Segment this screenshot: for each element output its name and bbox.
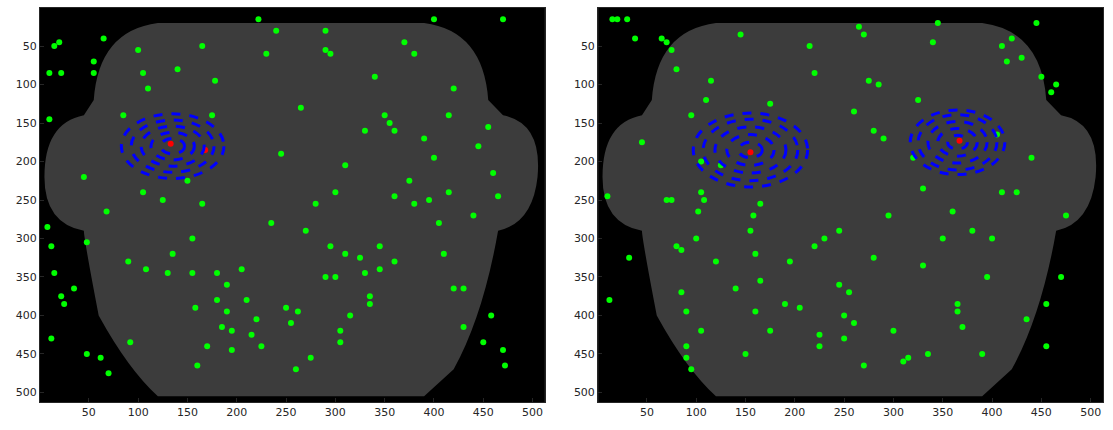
svg-text:300: 300 <box>883 406 904 419</box>
svg-text:250: 250 <box>276 406 297 419</box>
svg-text:250: 250 <box>16 194 37 207</box>
svg-text:450: 450 <box>574 348 595 361</box>
svg-text:500: 500 <box>1080 406 1101 419</box>
svg-text:350: 350 <box>574 271 595 284</box>
svg-text:500: 500 <box>16 386 37 399</box>
svg-text:150: 150 <box>574 117 595 130</box>
svg-text:100: 100 <box>686 406 707 419</box>
svg-text:350: 350 <box>16 271 37 284</box>
svg-text:300: 300 <box>325 406 346 419</box>
svg-text:250: 250 <box>834 406 855 419</box>
svg-text:400: 400 <box>16 309 37 322</box>
svg-text:450: 450 <box>16 348 37 361</box>
svg-text:400: 400 <box>574 309 595 322</box>
svg-text:150: 150 <box>177 406 198 419</box>
svg-text:150: 150 <box>16 117 37 130</box>
svg-text:500: 500 <box>574 386 595 399</box>
svg-text:250: 250 <box>574 194 595 207</box>
svg-text:50: 50 <box>640 406 654 419</box>
svg-text:400: 400 <box>423 406 444 419</box>
svg-text:350: 350 <box>932 406 953 419</box>
svg-text:100: 100 <box>128 406 149 419</box>
svg-text:450: 450 <box>473 406 494 419</box>
svg-text:50: 50 <box>581 40 595 53</box>
svg-text:450: 450 <box>1031 406 1052 419</box>
svg-text:150: 150 <box>735 406 756 419</box>
svg-text:50: 50 <box>23 40 37 53</box>
svg-text:500: 500 <box>522 406 543 419</box>
svg-text:300: 300 <box>16 232 37 245</box>
svg-text:200: 200 <box>16 155 37 168</box>
svg-text:50: 50 <box>82 406 96 419</box>
svg-text:350: 350 <box>374 406 395 419</box>
svg-text:400: 400 <box>982 406 1003 419</box>
svg-text:200: 200 <box>574 155 595 168</box>
svg-text:200: 200 <box>784 406 805 419</box>
svg-text:100: 100 <box>574 78 595 91</box>
svg-text:200: 200 <box>226 406 247 419</box>
svg-text:100: 100 <box>16 78 37 91</box>
svg-text:300: 300 <box>574 232 595 245</box>
